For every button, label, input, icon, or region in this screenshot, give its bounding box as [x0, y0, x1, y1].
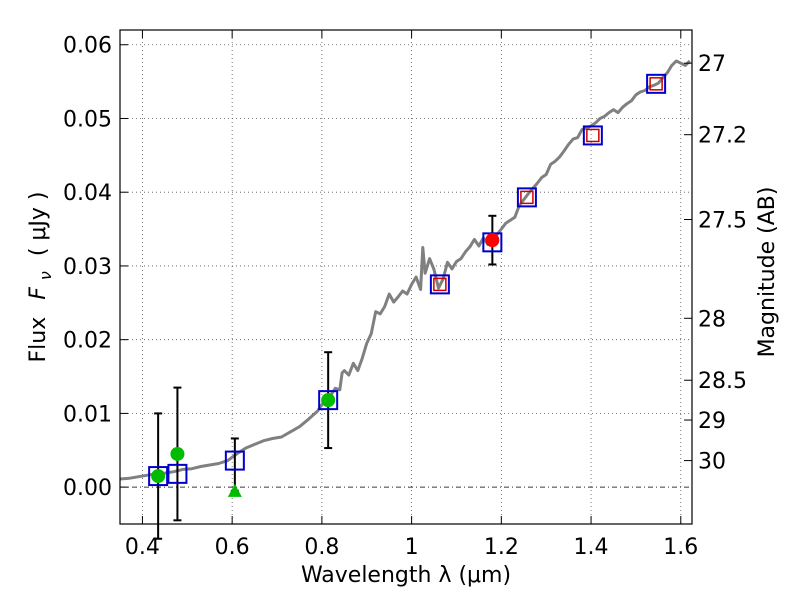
x-tick-label: 1.6	[663, 535, 698, 560]
y2-axis-label: Magnitude (AB)	[755, 187, 780, 358]
y-tick-label: 0.03	[63, 255, 112, 280]
grid-layer	[120, 30, 692, 524]
y-tick-label: 0.00	[63, 476, 112, 501]
y-axis-label-unit: ( μJy )	[26, 192, 51, 257]
tick-layer: 0.4 0.6 0.8 1 1.2 1.4 1.6 0.00 0.01 0.02 0.03 0.04 0…	[63, 30, 747, 560]
y-tick-label: 0.01	[63, 402, 112, 427]
model-square	[318, 390, 339, 411]
x-tick-label: 0.6	[215, 535, 250, 560]
flux-point	[485, 233, 500, 248]
model-square	[429, 274, 450, 295]
y-tick-label: 0.06	[63, 34, 112, 59]
model-inner-square	[586, 128, 600, 143]
y2-tick-label: 29	[698, 409, 726, 434]
sed-line	[119, 59, 691, 481]
model-square	[646, 73, 667, 94]
y-axis-label-symbol: F	[26, 287, 51, 300]
y-tick-label: 0.04	[63, 181, 112, 206]
model-square	[148, 466, 169, 487]
y2-tick-label: 27.2	[698, 124, 747, 149]
flux-point	[151, 469, 166, 484]
model-inner-square	[433, 277, 447, 292]
model-square	[167, 463, 188, 484]
y2-tick-label: 27	[698, 52, 726, 77]
x-axis-label: Wavelength λ (μm)	[301, 563, 511, 588]
x-tick-label: 1	[405, 535, 419, 560]
model-inner-square	[649, 77, 663, 91]
x-tick-label: 0.4	[125, 535, 160, 560]
y-tick-label: 0.05	[63, 107, 112, 132]
flux-point	[170, 446, 185, 461]
flux-point	[321, 393, 336, 408]
x-tick-label: 1.4	[574, 535, 609, 560]
x-tick-label: 0.8	[304, 535, 339, 560]
axis-layer	[119, 29, 693, 525]
y-axis-label-prefix: Flux	[26, 317, 51, 363]
y-axis-label: Flux F ν ( μJy )	[26, 192, 57, 363]
model-square	[516, 187, 537, 208]
y-axis-label-subscript: ν	[36, 271, 55, 280]
y-tick-label: 0.02	[63, 329, 112, 354]
plot-frame	[119, 29, 693, 525]
model-square	[224, 450, 245, 471]
y2-tick-label: 30	[698, 450, 726, 475]
upper-limit-point	[227, 483, 242, 497]
y2-tick-label: 28	[698, 307, 726, 332]
y2-tick-label: 27.5	[698, 208, 747, 233]
y2-tick-label: 28.5	[698, 369, 747, 394]
series-layer	[119, 59, 691, 540]
x-tick-label: 1.2	[484, 535, 519, 560]
model-inner-square	[520, 190, 534, 205]
model-square	[582, 125, 603, 146]
